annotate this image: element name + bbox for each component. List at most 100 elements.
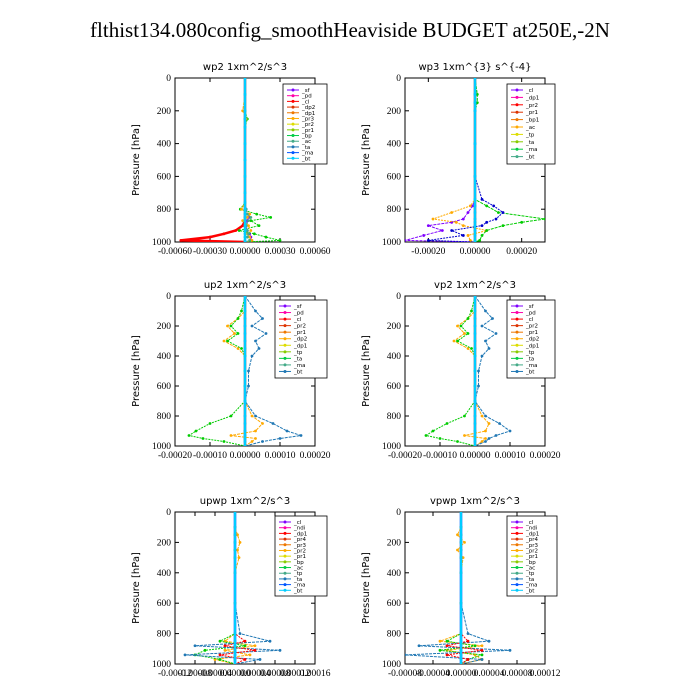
y-tick-label: 1000 xyxy=(152,660,171,670)
data-point xyxy=(243,437,247,440)
data-point xyxy=(247,384,250,388)
series-line-ndi xyxy=(446,512,483,664)
data-point xyxy=(241,224,245,228)
data-point xyxy=(459,324,463,328)
legend-marker xyxy=(515,132,519,136)
legend-marker xyxy=(283,311,287,315)
data-point xyxy=(473,101,477,104)
data-point xyxy=(480,653,484,657)
legend-marker xyxy=(283,317,287,321)
x-tick-label: -0.00020 xyxy=(158,451,192,461)
data-point xyxy=(480,414,484,418)
chart-panel-6: vpwp 1xm^2/s^3 0 200 400 600 800 1000-0.00008-… xyxy=(361,496,561,679)
legend: _sf_pd_cl_dp2_dp1_pr3_pr2_pr1_bp_ac_ta_m… xyxy=(282,83,328,165)
data-point xyxy=(473,347,477,350)
x-tick-label: 0.00000 xyxy=(446,669,477,679)
legend-marker xyxy=(283,588,287,592)
y-tick-label: 400 xyxy=(387,140,402,150)
data-point xyxy=(299,434,303,437)
legend-label: _bp xyxy=(301,134,312,140)
data-point xyxy=(487,347,491,350)
y-tick-label: 1000 xyxy=(382,442,401,452)
legend-label: _pr1 xyxy=(525,110,538,116)
series-line-tp xyxy=(244,296,302,446)
data-point xyxy=(249,219,253,223)
legend-label: _pd xyxy=(525,311,536,317)
y-tick-label: 200 xyxy=(157,107,172,117)
legend-marker xyxy=(515,548,519,552)
data-point xyxy=(440,229,444,232)
data-point xyxy=(459,601,463,605)
data-point xyxy=(257,347,261,350)
data-point xyxy=(243,240,247,242)
legend: _cl_ndi_dp1_pr4_pr3_pr2_pr1_bp_ac_tp_ta_… xyxy=(506,515,558,597)
y-axis-label: Pressure [hPa] xyxy=(131,124,142,196)
legend: _sf_pd_cl_pr2_pr1_dp2_dp1_tp_ta_ma_bt xyxy=(506,299,556,379)
data-point xyxy=(484,440,487,443)
data-point xyxy=(243,191,247,195)
legend-marker xyxy=(515,155,519,159)
legend-marker xyxy=(283,560,287,564)
legend-marker xyxy=(515,566,519,570)
legend-marker xyxy=(283,363,287,367)
data-point xyxy=(240,207,243,211)
legend-label: _bt xyxy=(293,588,303,594)
data-point xyxy=(494,332,498,335)
legend-label: _tp xyxy=(525,571,535,577)
legend-label: _pr2 xyxy=(301,122,314,128)
data-point xyxy=(254,429,257,433)
legend-label: _ma xyxy=(301,151,313,157)
legend-marker xyxy=(515,356,519,360)
data-point xyxy=(485,220,489,224)
legend-marker xyxy=(283,548,287,552)
data-point xyxy=(218,653,222,657)
data-point xyxy=(248,235,252,239)
data-point xyxy=(456,533,459,537)
y-axis-label: Pressure [hPa] xyxy=(361,552,372,624)
chart-panel-4: vp2 1xm^2/s^3 0 200 400 600 800 1000-0.00020 -0… xyxy=(361,280,561,461)
series-line-pr2 xyxy=(453,296,490,446)
data-point xyxy=(249,216,253,219)
data-point xyxy=(454,220,458,224)
legend-marker xyxy=(515,343,519,347)
y-tick-label: 400 xyxy=(157,569,172,579)
data-point xyxy=(258,658,262,661)
data-point xyxy=(473,440,477,443)
data-point xyxy=(254,437,257,440)
data-point xyxy=(233,648,237,652)
data-point xyxy=(473,78,477,80)
data-point xyxy=(243,175,247,178)
legend-marker xyxy=(283,543,287,547)
legend-marker xyxy=(515,537,519,541)
data-point xyxy=(243,332,247,335)
data-point xyxy=(431,217,435,221)
data-point xyxy=(245,235,249,239)
y-tick-label: 800 xyxy=(387,630,402,640)
legend-marker xyxy=(291,151,295,155)
x-tick-label: 0.00020 xyxy=(300,451,331,461)
legend-label: _bp xyxy=(525,560,536,566)
data-point xyxy=(243,125,247,129)
y-tick-label: 0 xyxy=(166,74,171,84)
panel-title: wp3 1xm^{3} s^{-4} xyxy=(418,62,531,73)
legend-marker xyxy=(515,583,519,587)
legend-label: _dp2 xyxy=(301,105,315,111)
data-point xyxy=(208,235,212,239)
data-point xyxy=(487,437,491,440)
y-tick-label: 800 xyxy=(157,630,172,640)
data-point xyxy=(473,229,477,232)
legend-label: _pr2 xyxy=(293,324,306,330)
series-line-cl xyxy=(180,78,247,242)
legend-label: _pr1 xyxy=(293,554,306,560)
data-point xyxy=(445,653,449,657)
data-point xyxy=(248,238,252,242)
data-point xyxy=(264,332,268,335)
data-point xyxy=(473,204,477,208)
data-point xyxy=(243,414,247,418)
data-point xyxy=(238,541,242,544)
data-point xyxy=(492,204,496,208)
data-point xyxy=(459,639,463,643)
data-point xyxy=(243,339,247,343)
data-point xyxy=(233,653,237,657)
y-tick-label: 200 xyxy=(157,538,172,548)
